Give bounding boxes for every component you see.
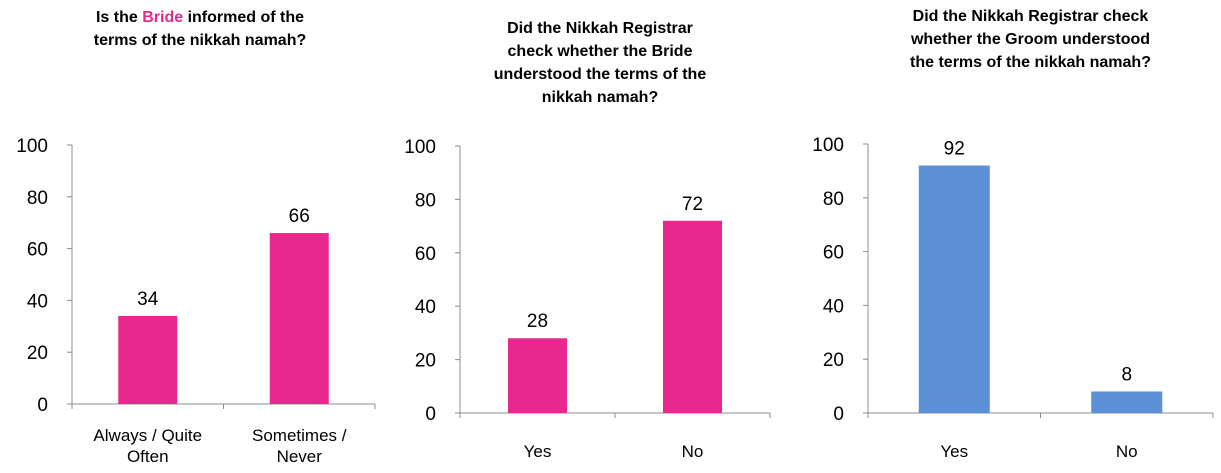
category-label: Yes [940,442,968,461]
chart-title-3-line-3: the terms of the nikkah namah? [910,54,1151,71]
bar [1091,391,1163,413]
chart-title-2: Did the Nikkah Registrar check whether t… [400,17,800,109]
chart-panel-3: Did the Nikkah Registrar check whether t… [800,0,1221,473]
chart-title-1-part-b: informed of the [183,9,305,26]
data-label: 72 [682,194,703,215]
data-label: 92 [944,139,965,160]
y-tick-label: 20 [27,343,48,364]
data-label: 28 [527,311,548,332]
bar [918,165,990,413]
category-label: Never [277,447,323,466]
bar-chart-3: 0 20 40 60 80 100 92 Yes 8 No [812,135,1214,461]
category-label: Always / Quite [93,426,202,445]
chart-title-2-line-1: Did the Nikkah Registrar [507,20,693,37]
chart-title-3: Did the Nikkah Registrar check whether t… [840,5,1221,74]
bar-chart-2: 0 20 40 60 80 100 28 Yes 72 No [404,137,771,461]
y-tick-label: 60 [415,244,436,265]
y-tick-label: 40 [27,291,48,312]
chart-panel-1: Is the Bride informed of the terms of th… [0,0,400,473]
category-label: Often [127,447,169,466]
y-tick-label: 0 [425,404,436,425]
category-label: No [682,442,704,461]
bar [508,338,567,413]
y-tick-label: 60 [27,240,48,261]
y-tick-label: 80 [27,188,48,209]
y-tick-label: 100 [404,137,436,158]
chart-title-1-highlight: Bride [142,9,184,26]
chart-title-2-line-2: check whether the Bride [507,43,693,60]
bar [269,233,329,404]
y-tick-label: 0 [833,404,844,425]
chart-title-1-line-2: terms of the nikkah namah? [93,32,307,49]
chart-title-3-line-2: whether the Groom understood [910,31,1151,48]
y-tick-label: 60 [823,243,844,264]
bar-chart-1: 0 20 40 60 80 100 34 Always / Quite Often 66 Somet… [16,136,376,466]
y-tick-label: 100 [812,135,844,156]
data-label: 66 [289,206,310,227]
y-tick-label: 20 [823,350,844,371]
chart-title-1-part-a: Is the [95,9,143,26]
chart-panel-2: Did the Nikkah Registrar check whether t… [400,0,800,473]
y-tick-label: 40 [823,296,844,317]
chart-title-2-line-4: nikkah namah? [541,89,659,106]
category-label: No [1116,442,1138,461]
category-label: Sometimes / [252,426,347,445]
y-tick-label: 40 [415,297,436,318]
chart-title-2-line-3: understood the terms of the [493,66,707,83]
chart-title-3-line-1: Did the Nikkah Registrar check [912,8,1149,25]
data-label: 34 [137,289,159,310]
data-label: 8 [1121,364,1132,385]
y-tick-label: 20 [415,351,436,372]
bar [663,220,722,413]
y-tick-label: 80 [415,190,436,211]
chart-title-1: Is the Bride informed of the terms of th… [10,6,390,52]
y-tick-label: 0 [37,395,48,416]
bar [118,315,178,404]
y-tick-label: 80 [823,189,844,210]
y-tick-label: 100 [16,136,48,157]
category-label: Yes [524,442,552,461]
